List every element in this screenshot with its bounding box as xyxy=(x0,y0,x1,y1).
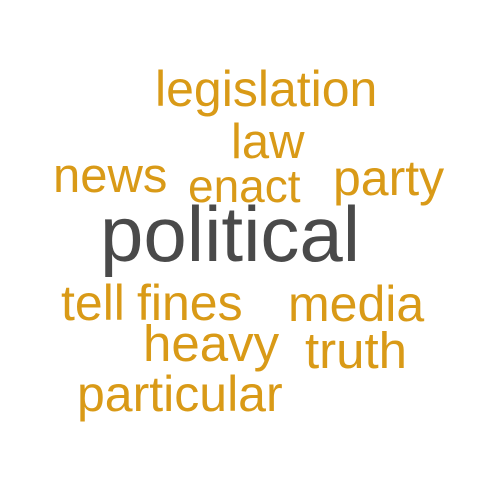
word-party: party xyxy=(333,150,445,206)
word-enact: enact xyxy=(188,160,301,212)
word-news: news xyxy=(53,149,168,203)
word-political: political xyxy=(100,190,361,278)
word-law: law xyxy=(231,115,305,169)
word-heavy: heavy xyxy=(143,315,280,372)
word-tell: tell xyxy=(61,275,125,331)
word-legislation: legislation xyxy=(155,61,378,117)
word-fines: fines xyxy=(137,275,243,331)
word-truth: truth xyxy=(305,322,408,379)
word-media: media xyxy=(288,276,425,332)
word-particular: particular xyxy=(77,366,283,422)
